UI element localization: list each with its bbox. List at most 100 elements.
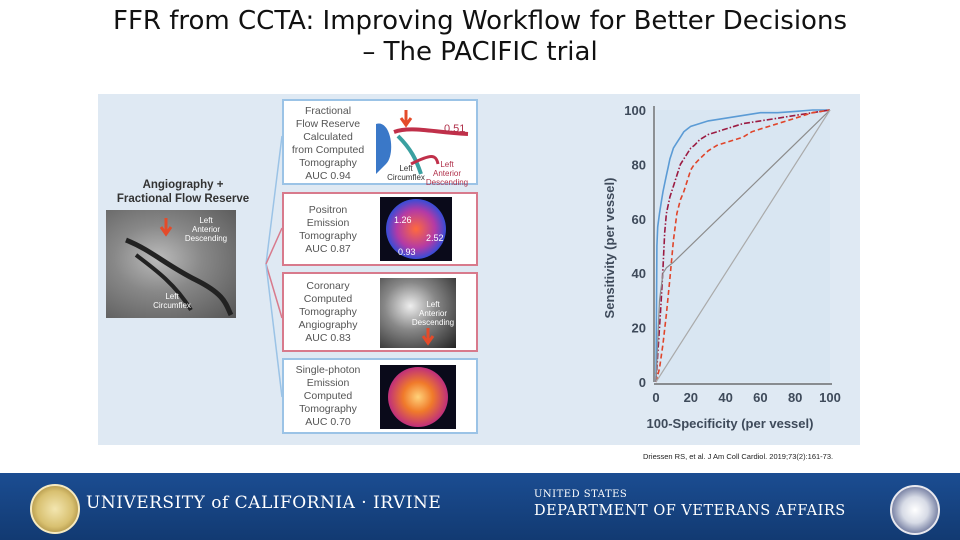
reference-label: Angiography + Fractional Flow Reserve [98,178,268,206]
pet-value-1: 1.26 [394,215,412,225]
modality-pet: Positron Emission Tomography AUC 0.87 1.… [282,192,478,266]
ffrct-line-2: Flow Reserve [295,118,361,130]
roc-y-tick-0: 0 [639,375,646,390]
roc-x-tick-5: 100 [819,390,841,405]
spect-line-2: Emission [306,377,350,389]
ffrct-branch-vessel [410,155,440,166]
slide-title: FFR from CCTA: Improving Workflow for Be… [20,6,940,68]
ffrct-line-5: Tomography [299,157,357,169]
ffrct-lad-3: Descending [425,178,469,187]
roc-series-line-1 [655,109,831,383]
ccta-label-lad: Left Anterior Descending [410,300,456,327]
ffrct-lad-vessel [393,127,469,136]
roc-series-line-2 [655,109,831,383]
spect-line-1: Single-photon [295,364,361,376]
ffrct-lcx-1: Left [399,164,413,173]
roc-series-line-4 [655,109,831,383]
ccta-auc: AUC 0.83 [305,332,351,344]
roc-xlabel: 100-Specificity (per vessel) [647,416,814,431]
reference-label-line-2: Fractional Flow Reserve [116,193,250,205]
roc-series [655,109,831,383]
connector-pet [265,227,283,265]
roc-x-tick-1: 20 [684,390,698,405]
ccta-image: Left Anterior Descending [380,278,456,348]
roc-y-tick-4: 80 [632,157,646,172]
roc-series-line-0 [655,109,830,383]
ffrct-heart-shape [376,123,392,174]
pet-line-3: Tomography [299,230,357,242]
modality-ffrct-text: Fractional Flow Reserve Calculated from … [284,105,372,183]
vessel-lad [125,237,234,317]
title-line-1: FFR from CCTA: Improving Workflow for Be… [113,6,847,36]
va-seal-logo [890,485,940,535]
va-wordmark-line-1: UNITED STATES [534,489,628,500]
ffrct-line-3: Calculated [303,131,353,143]
roc-y-tick-2: 40 [632,266,646,281]
connector-group [265,135,283,398]
modality-spect-text: Single-photon Emission Computed Tomograp… [284,364,372,429]
vessel-lcx [134,253,193,312]
ffrct-arrow-icon [399,110,413,128]
reference-label-line-1: Angiography + [142,179,224,191]
ccta-arrow-icon [421,328,435,346]
ffrct-line-4: from Computed [291,144,365,156]
title-line-2: – The PACIFIC trial [362,37,598,67]
pet-auc: AUC 0.87 [305,243,351,255]
ffrct-value: 0.51 [444,123,466,135]
modality-ccta: Coronary Computed Tomography Angiography… [282,272,478,352]
roc-x-tick-2: 40 [718,390,732,405]
ffrct-vessel-map [376,110,469,175]
citation: Driessen RS, et al. J Am Coll Cardiol. 2… [643,452,834,461]
modality-spect: Single-photon Emission Computed Tomograp… [282,358,478,434]
spect-auc: AUC 0.70 [305,416,351,428]
ffrct-line-1: Fractional [304,105,352,117]
spect-line-4: Tomography [299,403,357,415]
uci-wordmark: UNIVERSITY of CALIFORNIA · IRVINE [86,493,442,513]
angio-lad-1: Left [199,216,213,225]
angiography-image: Left Anterior Descending Left Circumflex [106,210,236,318]
angio-label-lad: Left Anterior Descending [184,216,228,243]
roc-x-tick-4: 80 [788,390,802,405]
ffrct-image: 0.51 Left Anterior Descending Left Circu… [376,104,472,187]
pet-line-2: Emission [306,217,350,229]
ffrct-auc: AUC 0.94 [305,170,351,182]
connector-ccta [265,263,283,319]
ffrct-lcx-vessel [396,134,423,175]
roc-series-line-3 [655,109,831,383]
angio-vessels [125,218,234,317]
angio-label-lcx: Left Circumflex [150,292,194,310]
ffrct-lad-1: Left [440,160,454,169]
connector-lines [265,135,283,398]
connector-spect [265,263,283,398]
pet-image: 1.26 2.52 0.93 [380,197,452,261]
ccta-line-2: Computed [303,293,353,305]
modality-ffrct: Fractional Flow Reserve Calculated from … [282,99,478,187]
roc-x-tick-0: 0 [652,390,659,405]
ccta-line-1: Coronary [306,280,350,292]
spect-line-3: Computed [303,390,353,402]
angio-lad-2: Anterior [191,225,220,234]
angio-lcx-1: Left [165,292,179,301]
spect-image [380,365,456,429]
footer-bar [0,473,960,540]
angio-lad-3: Descending [184,234,228,243]
roc-y-tick-5: 100 [624,103,646,118]
uci-seal-logo [30,484,80,534]
spect-polar-map [388,367,448,427]
ccta-lad-3: Descending [411,318,455,327]
ffrct-label-lcx: Left Circumflex [386,164,426,182]
modality-pet-text: Positron Emission Tomography AUC 0.87 [284,204,372,256]
modality-ccta-text: Coronary Computed Tomography Angiography… [284,280,372,345]
va-wordmark-line-2: DEPARTMENT OF VETERANS AFFAIRS [534,503,846,519]
roc-ylabel: Sensitivity (per vessel) [602,178,617,319]
pet-value-2: 2.52 [426,233,444,243]
ffrct-label-lad: Left Anterior Descending [424,160,470,187]
pet-polar-map [386,199,446,259]
pet-value-3: 0.93 [398,247,416,257]
roc-x-tick-3: 60 [753,390,767,405]
connector-ffrct [265,135,283,265]
ccta-overlay [421,328,435,346]
roc-ticks: 0 20 40 60 80 100 0 20 40 60 80 100 [624,103,841,405]
ccta-line-4: Angiography [298,319,358,331]
ffrct-lad-2: Anterior [432,169,461,178]
